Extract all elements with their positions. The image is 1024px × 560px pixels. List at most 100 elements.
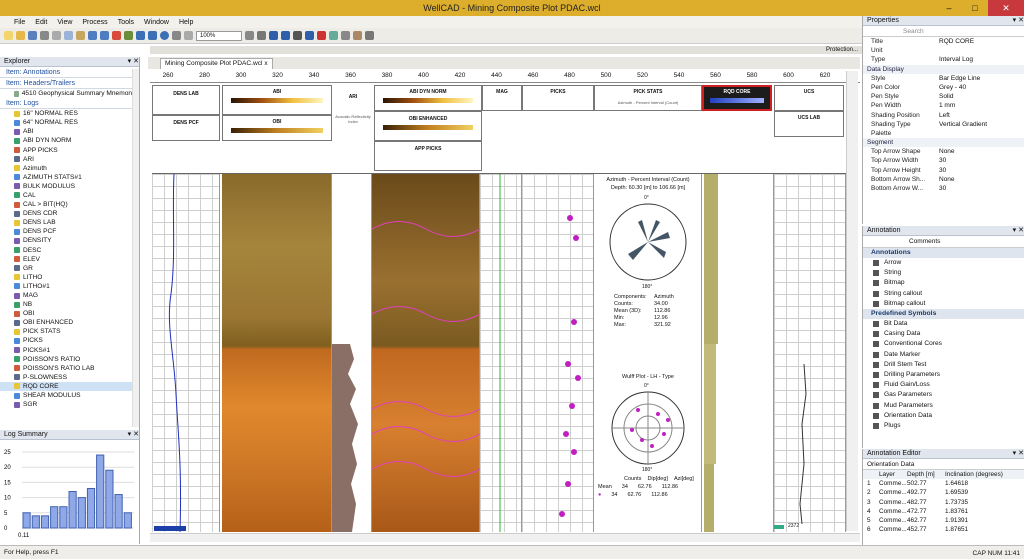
annotation-group[interactable]: Annotations <box>863 248 1024 258</box>
explorer-scrollbar[interactable] <box>132 69 139 427</box>
property-row[interactable]: Shading Type Vertical Gradient <box>871 120 988 128</box>
copy-icon[interactable] <box>64 31 73 40</box>
log-item[interactable]: ELEV <box>0 255 139 264</box>
zoom-select[interactable]: 100% <box>196 30 242 41</box>
property-row[interactable]: Pen Width 1 mm <box>871 102 956 110</box>
pointer-icon[interactable] <box>257 31 266 40</box>
orientation-row[interactable]: 5 Comme... 462.77 1.91391 <box>867 516 969 524</box>
header-app-picks[interactable]: APP PICKS <box>374 141 482 171</box>
section-headers[interactable]: Item: Headers/Trailers <box>0 78 139 89</box>
log-item[interactable]: PICKS <box>0 336 139 345</box>
log-item[interactable]: DESC <box>0 246 139 255</box>
header-pick-stats[interactable]: PICK STATS Azimuth - Percent Interval (Co… <box>594 85 702 111</box>
tab-close-icon[interactable]: x <box>264 60 268 67</box>
property-row[interactable]: Top Arrow Width 30 <box>871 157 947 165</box>
property-row[interactable]: Title RQD CORE <box>871 38 975 45</box>
vertical-scrollbar[interactable] <box>846 71 858 531</box>
help-icon[interactable] <box>160 31 169 40</box>
menu-tools[interactable]: Tools <box>117 18 135 26</box>
property-row[interactable]: Bottom Arrow W... 30 <box>871 185 947 192</box>
horizontal-scrollbar[interactable] <box>150 533 860 542</box>
property-row[interactable]: Bottom Arrow Sh... None <box>871 175 955 183</box>
annotation-item[interactable]: Date Marker <box>863 350 1024 360</box>
orientation-row[interactable]: 3 Comme... 482.77 1.73735 <box>867 498 969 506</box>
log-item[interactable]: POISSON'S RATIO LAB <box>0 364 139 373</box>
property-row[interactable]: Shading Position Left <box>871 111 950 119</box>
annotation-item[interactable]: Bit Data <box>863 319 1024 329</box>
menu-file[interactable]: File <box>14 18 26 26</box>
minimize-button[interactable]: – <box>946 3 952 13</box>
annotation-item[interactable]: Gas Parameters <box>863 390 1024 400</box>
orientation-row[interactable]: 2 Comme... 492.77 1.69539 <box>867 489 969 497</box>
orientation-row[interactable]: 1 Comme... 502.77 1.64618 <box>867 480 969 488</box>
redo-icon[interactable] <box>100 31 109 40</box>
annotation-item[interactable]: Bitmap callout <box>863 299 1024 309</box>
log-item[interactable]: NB <box>0 300 139 309</box>
orientation-row[interactable]: 6 Comme... 452.77 1.87651 <box>867 526 969 534</box>
menu-edit[interactable]: Edit <box>35 18 48 26</box>
log-item[interactable]: APP PICKS <box>0 145 139 154</box>
log-item[interactable]: 16" NORMAL RES <box>0 109 139 118</box>
orientation-row[interactable]: 4 Comme... 472.77 1.83761 <box>867 507 969 515</box>
annotation-item[interactable]: Fluid Gain/Loss <box>863 380 1024 390</box>
header-obi[interactable]: OBI <box>222 115 332 141</box>
log-item[interactable]: PICK STATS <box>0 327 139 336</box>
menu-help[interactable]: Help <box>178 18 194 26</box>
log-item[interactable]: DENS PCF <box>0 227 139 236</box>
annotation-item[interactable]: String <box>863 268 1024 278</box>
hand-icon[interactable] <box>293 31 302 40</box>
menu-process[interactable]: Process <box>82 18 108 26</box>
grid-icon[interactable] <box>341 31 350 40</box>
log-item[interactable]: CAL <box>0 191 139 200</box>
log-item[interactable]: GR <box>0 264 139 273</box>
log-item[interactable]: DENSITY <box>0 236 139 245</box>
header-abi-dyn[interactable]: ABI DYN NORM <box>374 85 482 111</box>
log-tracks[interactable]: Azimuth - Percent Interval (Count) Depth… <box>152 173 858 533</box>
log-item[interactable]: CAL > BIT(HQ) <box>0 200 139 209</box>
header-ucs[interactable]: UCS <box>774 85 844 111</box>
paste-icon[interactable] <box>76 31 85 40</box>
annotation-group[interactable]: Predefined Symbols <box>863 308 1024 319</box>
protection-label[interactable]: Protection... <box>825 47 858 53</box>
header-rqd-core[interactable]: RQD CORE <box>702 85 772 111</box>
pin-icon[interactable]: ▾ ✕ <box>127 58 139 65</box>
tab-mining-composite[interactable]: Mining Composite Plot PDAC.wcl x <box>160 58 273 69</box>
annotation-item[interactable]: Mud Parameters <box>863 400 1024 410</box>
delete-icon[interactable] <box>112 31 121 40</box>
header-obi-enhanced[interactable]: OBI ENHANCED <box>374 111 482 141</box>
move-icon[interactable] <box>281 31 290 40</box>
annotation-item[interactable]: Conventional Cores <box>863 339 1024 349</box>
curve-icon[interactable] <box>317 31 326 40</box>
log-item[interactable]: Azimuth <box>0 164 139 173</box>
property-row[interactable]: Pen Color Grey - 40 <box>871 83 967 91</box>
log-item[interactable]: DENS LAB <box>0 218 139 227</box>
log-item[interactable]: ABI DYN NORM <box>0 136 139 145</box>
annotation-item[interactable]: Drilling Parameters <box>863 370 1024 380</box>
close-button[interactable]: ✕ <box>988 0 1024 16</box>
header-abi[interactable]: ABI <box>222 85 332 115</box>
search-input[interactable]: Search <box>863 26 1024 37</box>
annotation-item[interactable]: Arrow <box>863 258 1024 268</box>
annotation-item[interactable]: String callout <box>863 289 1024 299</box>
log-item[interactable]: ABI <box>0 127 139 136</box>
header-picks[interactable]: PICKS <box>522 85 594 111</box>
maximize-button[interactable]: □ <box>972 3 978 13</box>
log-item[interactable]: AZIMUTH STATS#1 <box>0 173 139 182</box>
close-icon[interactable]: ▾ ✕ <box>1012 227 1024 234</box>
log-item[interactable]: ARI <box>0 155 139 164</box>
undo-icon[interactable] <box>88 31 97 40</box>
print-icon[interactable] <box>40 31 49 40</box>
header-item[interactable]: 4510 Geophysical Summary Mnemoni... <box>0 89 139 98</box>
annotation-item[interactable]: Orientation Data <box>863 411 1024 421</box>
chevron-down-icon[interactable] <box>245 31 254 40</box>
header-dens-lab[interactable]: DENS LAB <box>152 85 220 115</box>
log-item[interactable]: BULK MODULUS <box>0 182 139 191</box>
select-icon[interactable] <box>269 31 278 40</box>
header-ari[interactable]: ARI Acoustic Reflectivity Index <box>334 85 372 141</box>
log-item[interactable]: 64" NORMAL RES <box>0 118 139 127</box>
close-icon[interactable]: ▾ ✕ <box>1012 450 1024 457</box>
annotation-item[interactable]: Plugs <box>863 421 1024 431</box>
export-icon[interactable] <box>365 31 374 40</box>
zoom-out-icon[interactable] <box>148 31 157 40</box>
log-item[interactable]: SGR <box>0 400 139 409</box>
